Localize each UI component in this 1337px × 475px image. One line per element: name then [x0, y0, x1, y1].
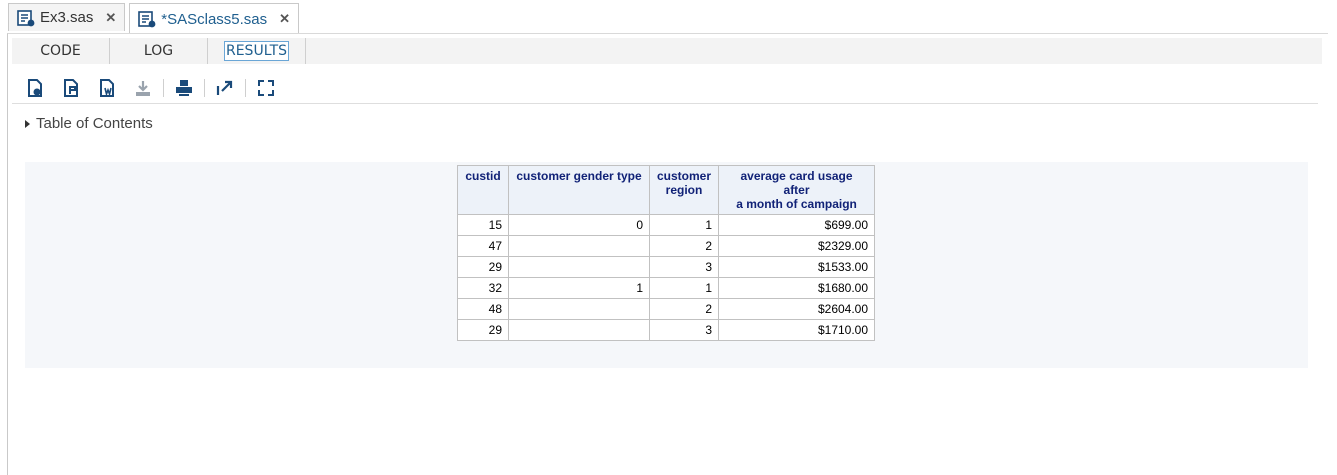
- tab-log[interactable]: LOG: [110, 38, 208, 64]
- table-row: 29 3 $1533.00: [457, 256, 876, 278]
- results-table: custid customer gender type customer regi…: [457, 165, 876, 341]
- header-line: average card usage after: [740, 169, 853, 197]
- cell-gender: 0: [508, 214, 650, 236]
- pdf-download-icon[interactable]: [61, 78, 81, 98]
- cell-gender: [508, 319, 650, 341]
- table-row: 48 2 $2604.00: [457, 298, 876, 320]
- open-in-new-window-icon[interactable]: [215, 78, 235, 98]
- table-of-contents-toggle[interactable]: Table of Contents: [25, 115, 153, 132]
- cell-gender: [508, 235, 650, 257]
- cell-custid: 48: [457, 298, 509, 320]
- results-panel: custid customer gender type customer regi…: [25, 162, 1308, 368]
- header-line: custid: [465, 169, 501, 183]
- cell-avg-usage: $2604.00: [718, 298, 876, 320]
- expand-triangle-icon: [25, 119, 30, 128]
- tab-results[interactable]: RESULTS: [208, 38, 306, 64]
- file-tab-ex3[interactable]: Ex3.sas ✕: [8, 3, 126, 31]
- cell-avg-usage: $1680.00: [718, 277, 876, 299]
- rtf-download-icon[interactable]: [97, 78, 117, 98]
- cell-region: 3: [648, 256, 720, 278]
- header-line: customer gender type: [516, 169, 642, 183]
- toc-label: Table of Contents: [36, 115, 153, 132]
- column-header-region: customer region: [648, 165, 720, 215]
- header-line: region: [665, 183, 703, 197]
- cell-gender: [508, 298, 650, 320]
- toolbar-divider: [204, 79, 205, 97]
- close-icon[interactable]: ✕: [105, 9, 117, 25]
- tab-code[interactable]: CODE: [12, 38, 110, 64]
- cell-region: 1: [648, 277, 720, 299]
- cell-custid: 29: [457, 256, 509, 278]
- close-icon[interactable]: ✕: [279, 11, 291, 26]
- cell-avg-usage: $2329.00: [718, 235, 876, 257]
- header-line: customer: [657, 169, 712, 183]
- column-header-custid: custid: [457, 165, 509, 215]
- cell-custid: 29: [457, 319, 509, 341]
- cell-region: 3: [648, 319, 720, 341]
- tab-results-label: RESULTS: [223, 41, 290, 61]
- column-header-gender: customer gender type: [508, 165, 650, 215]
- cell-region: 1: [648, 214, 720, 236]
- cell-region: 2: [648, 235, 720, 257]
- sas-program-icon: [138, 11, 156, 28]
- cell-region: 2: [648, 298, 720, 320]
- cell-custid: 47: [457, 235, 509, 257]
- cell-avg-usage: $699.00: [718, 214, 876, 236]
- maximize-icon[interactable]: [256, 78, 276, 98]
- cell-custid: 15: [457, 214, 509, 236]
- file-tab-sasclass5[interactable]: *SASclass5.sas ✕: [129, 3, 300, 34]
- tab-code-label: CODE: [40, 43, 81, 59]
- results-toolbar: [25, 77, 292, 99]
- cell-gender: 1: [508, 277, 650, 299]
- cell-gender: [508, 256, 650, 278]
- cell-custid: 32: [457, 277, 509, 299]
- toolbar-rule: [12, 103, 1318, 104]
- file-tab-label: Ex3.sas: [40, 9, 94, 26]
- cell-avg-usage: $1710.00: [718, 319, 876, 341]
- download-icon[interactable]: [133, 78, 153, 98]
- cell-avg-usage: $1533.00: [718, 256, 876, 278]
- view-tabs: CODE LOG RESULTS: [12, 38, 1322, 64]
- file-tabs: Ex3.sas ✕ *SASclass5.sas ✕: [8, 3, 303, 34]
- table-row: 32 1 1 $1680.00: [457, 277, 876, 299]
- table-row: 15 0 1 $699.00: [457, 214, 876, 236]
- toolbar-divider: [163, 79, 164, 97]
- table-header-row: custid customer gender type customer regi…: [457, 165, 876, 215]
- header-line: a month of campaign: [736, 197, 857, 211]
- editor-frame: [7, 33, 1328, 475]
- column-header-avg-usage: average card usage after a month of campa…: [718, 165, 876, 215]
- print-icon[interactable]: [174, 78, 194, 98]
- html-download-icon[interactable]: [25, 78, 45, 98]
- tab-log-label: LOG: [143, 43, 174, 59]
- toolbar-divider: [245, 79, 246, 97]
- file-tab-label: *SASclass5.sas: [161, 10, 268, 28]
- table-row: 29 3 $1710.00: [457, 319, 876, 341]
- table-row: 47 2 $2329.00: [457, 235, 876, 257]
- sas-program-icon: [17, 9, 35, 26]
